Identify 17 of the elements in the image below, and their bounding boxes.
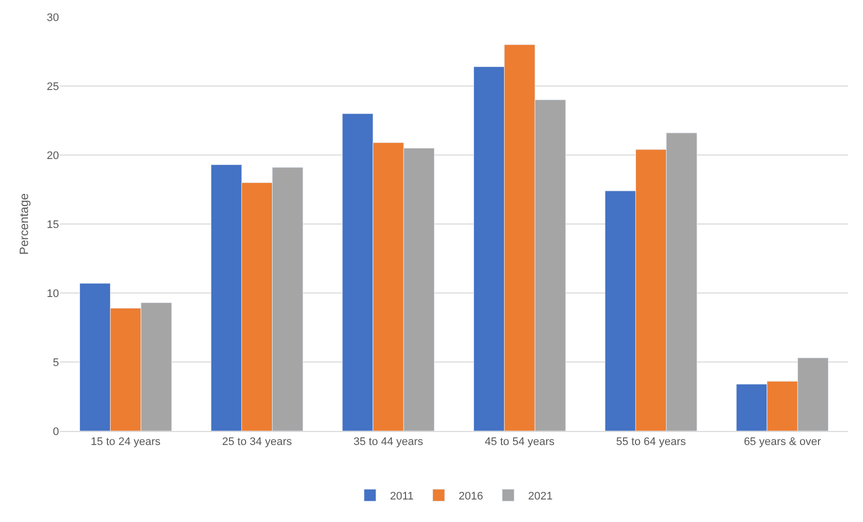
y-tick-label: 25 [46,80,59,93]
x-tick-label: 35 to 44 years [353,436,424,448]
y-tick-label: 15 [46,218,59,231]
y-tick-label: 10 [46,288,59,300]
x-tick-label: 15 to 24 years [90,436,162,448]
x-tick-label: 25 to 34 years [222,436,292,448]
y-tick-label: 20 [46,150,59,162]
y-axis-title: Percentage [17,192,32,255]
y-tick-label: 0 [52,426,59,438]
y-tick-label: 5 [52,356,59,369]
y-tick-label: 30 [46,12,59,24]
legend-label: 2021 [528,490,553,502]
x-tick-label: 65 years & over [744,436,822,448]
legend-label: 2016 [458,490,484,502]
legend-label: 2011 [390,490,414,502]
x-tick-label: 45 to 54 years [484,436,556,448]
x-tick-label: 55 to 64 years [616,436,686,448]
